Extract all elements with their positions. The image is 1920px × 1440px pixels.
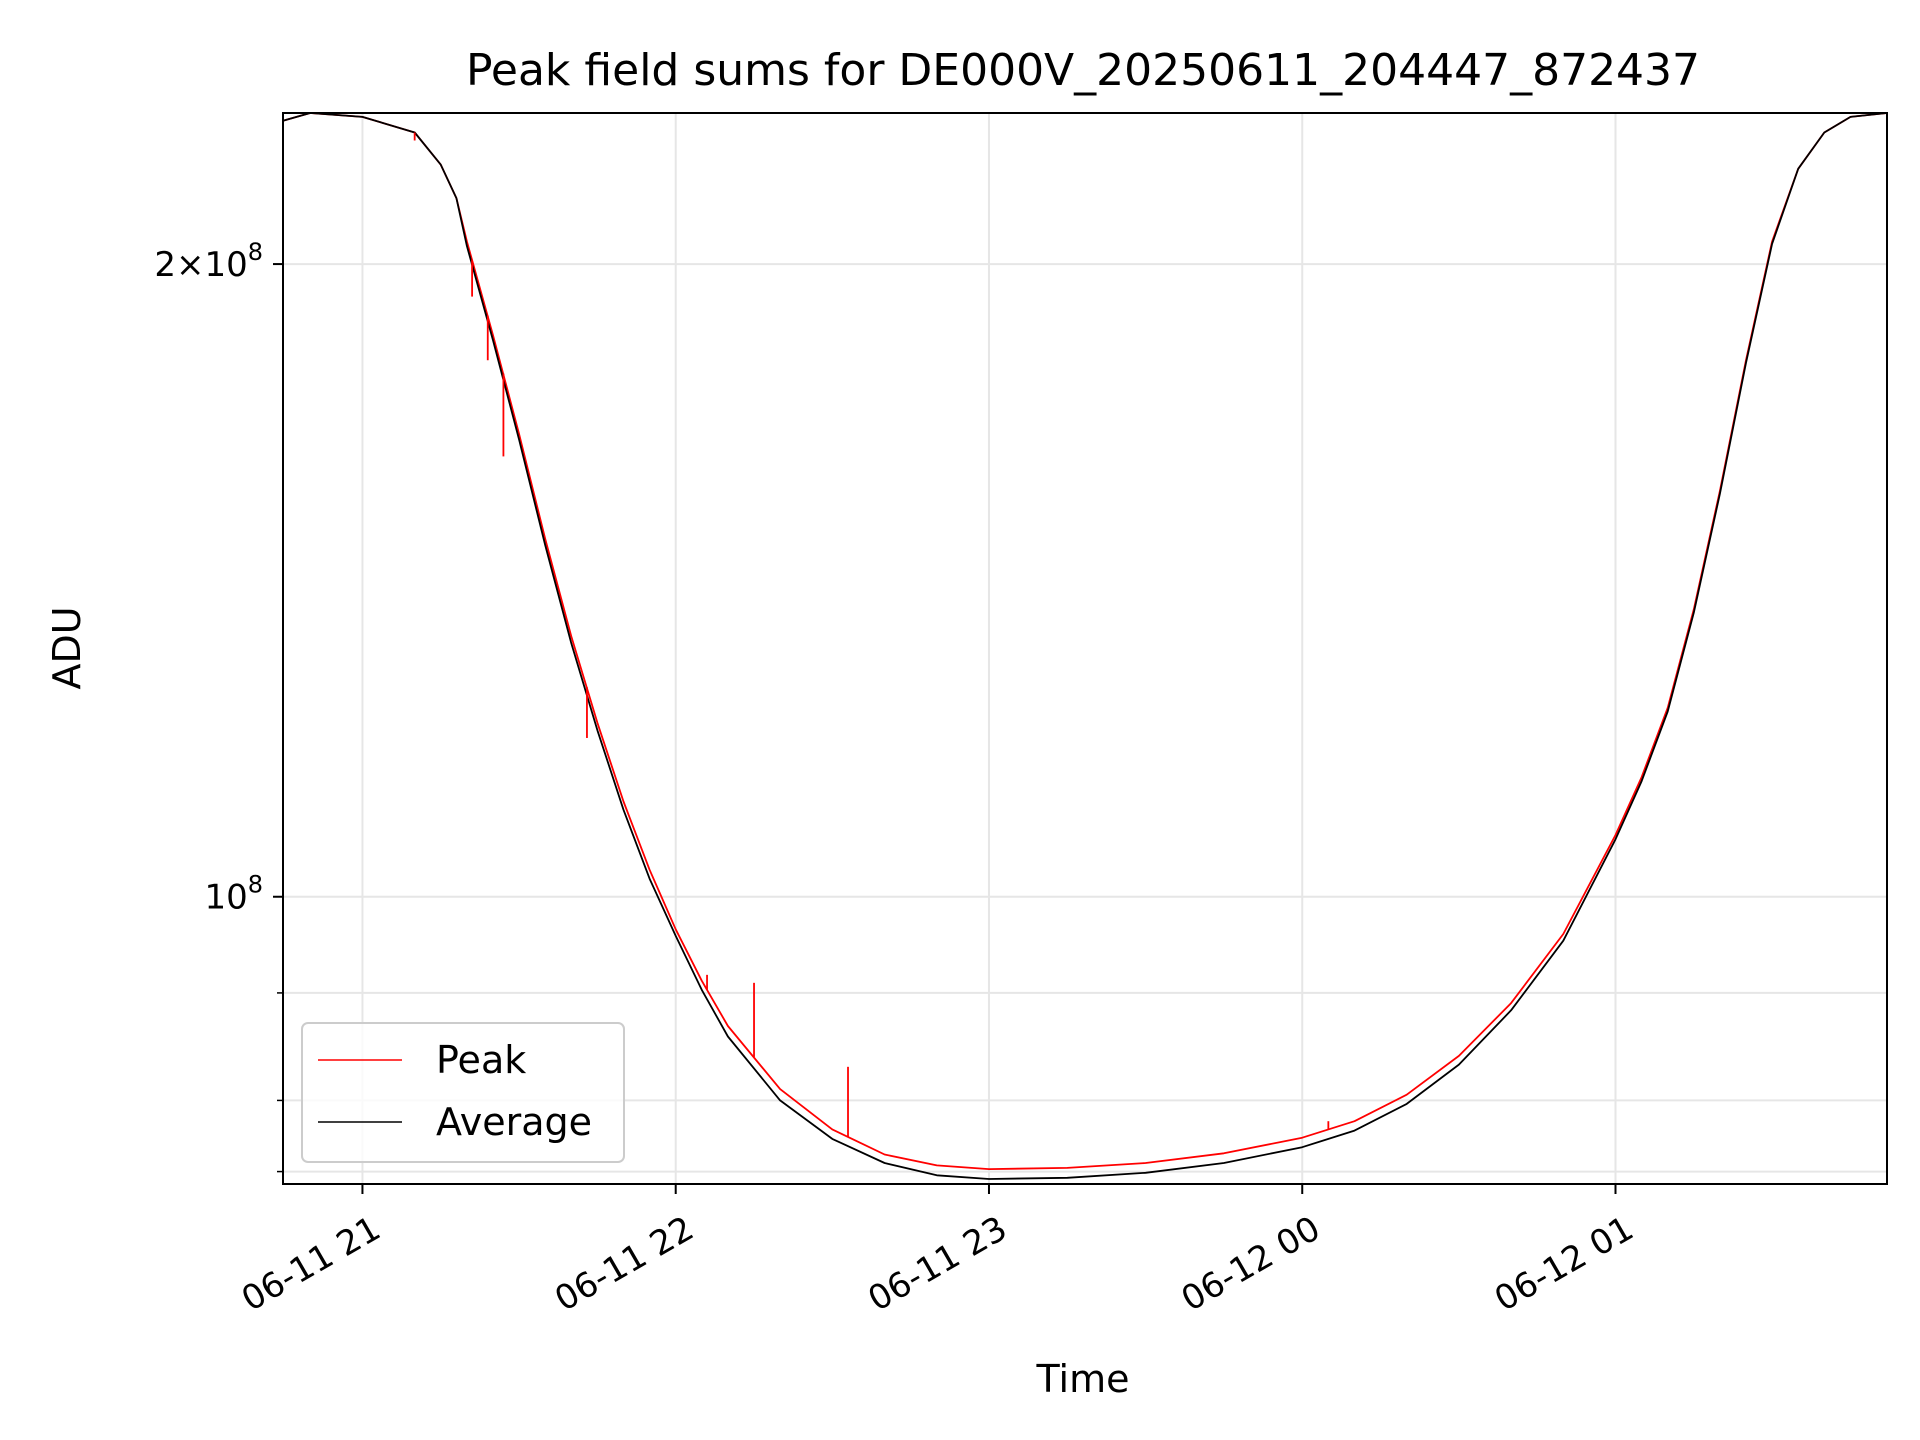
plot-area-frame: [282, 112, 1888, 1185]
y-tick-label-part: 10: [204, 878, 247, 918]
chart-title: Peak field sums for DE000V_20250611_2044…: [466, 45, 1700, 96]
x-axis-label: Time: [1036, 1357, 1130, 1401]
y-tick-label-part: 10: [204, 245, 247, 285]
y-tick-label-exponent: 8: [248, 871, 263, 899]
legend-label-average: Average: [436, 1100, 592, 1144]
y-tick-label-exponent: 8: [248, 238, 263, 266]
plot-series: [282, 112, 1888, 1180]
legend: Peak Average: [301, 1022, 625, 1163]
y-tick-label-part: 2: [154, 245, 176, 285]
legend-label-peak: Peak: [436, 1038, 526, 1082]
grid: [283, 113, 1887, 1184]
y-tick-label-part: ×: [176, 245, 205, 285]
y-axis-label: ADU: [45, 606, 89, 689]
y-tick-label: 2×108: [154, 238, 263, 285]
legend-box: [301, 1022, 625, 1163]
y-tick-label: 108: [204, 871, 263, 918]
